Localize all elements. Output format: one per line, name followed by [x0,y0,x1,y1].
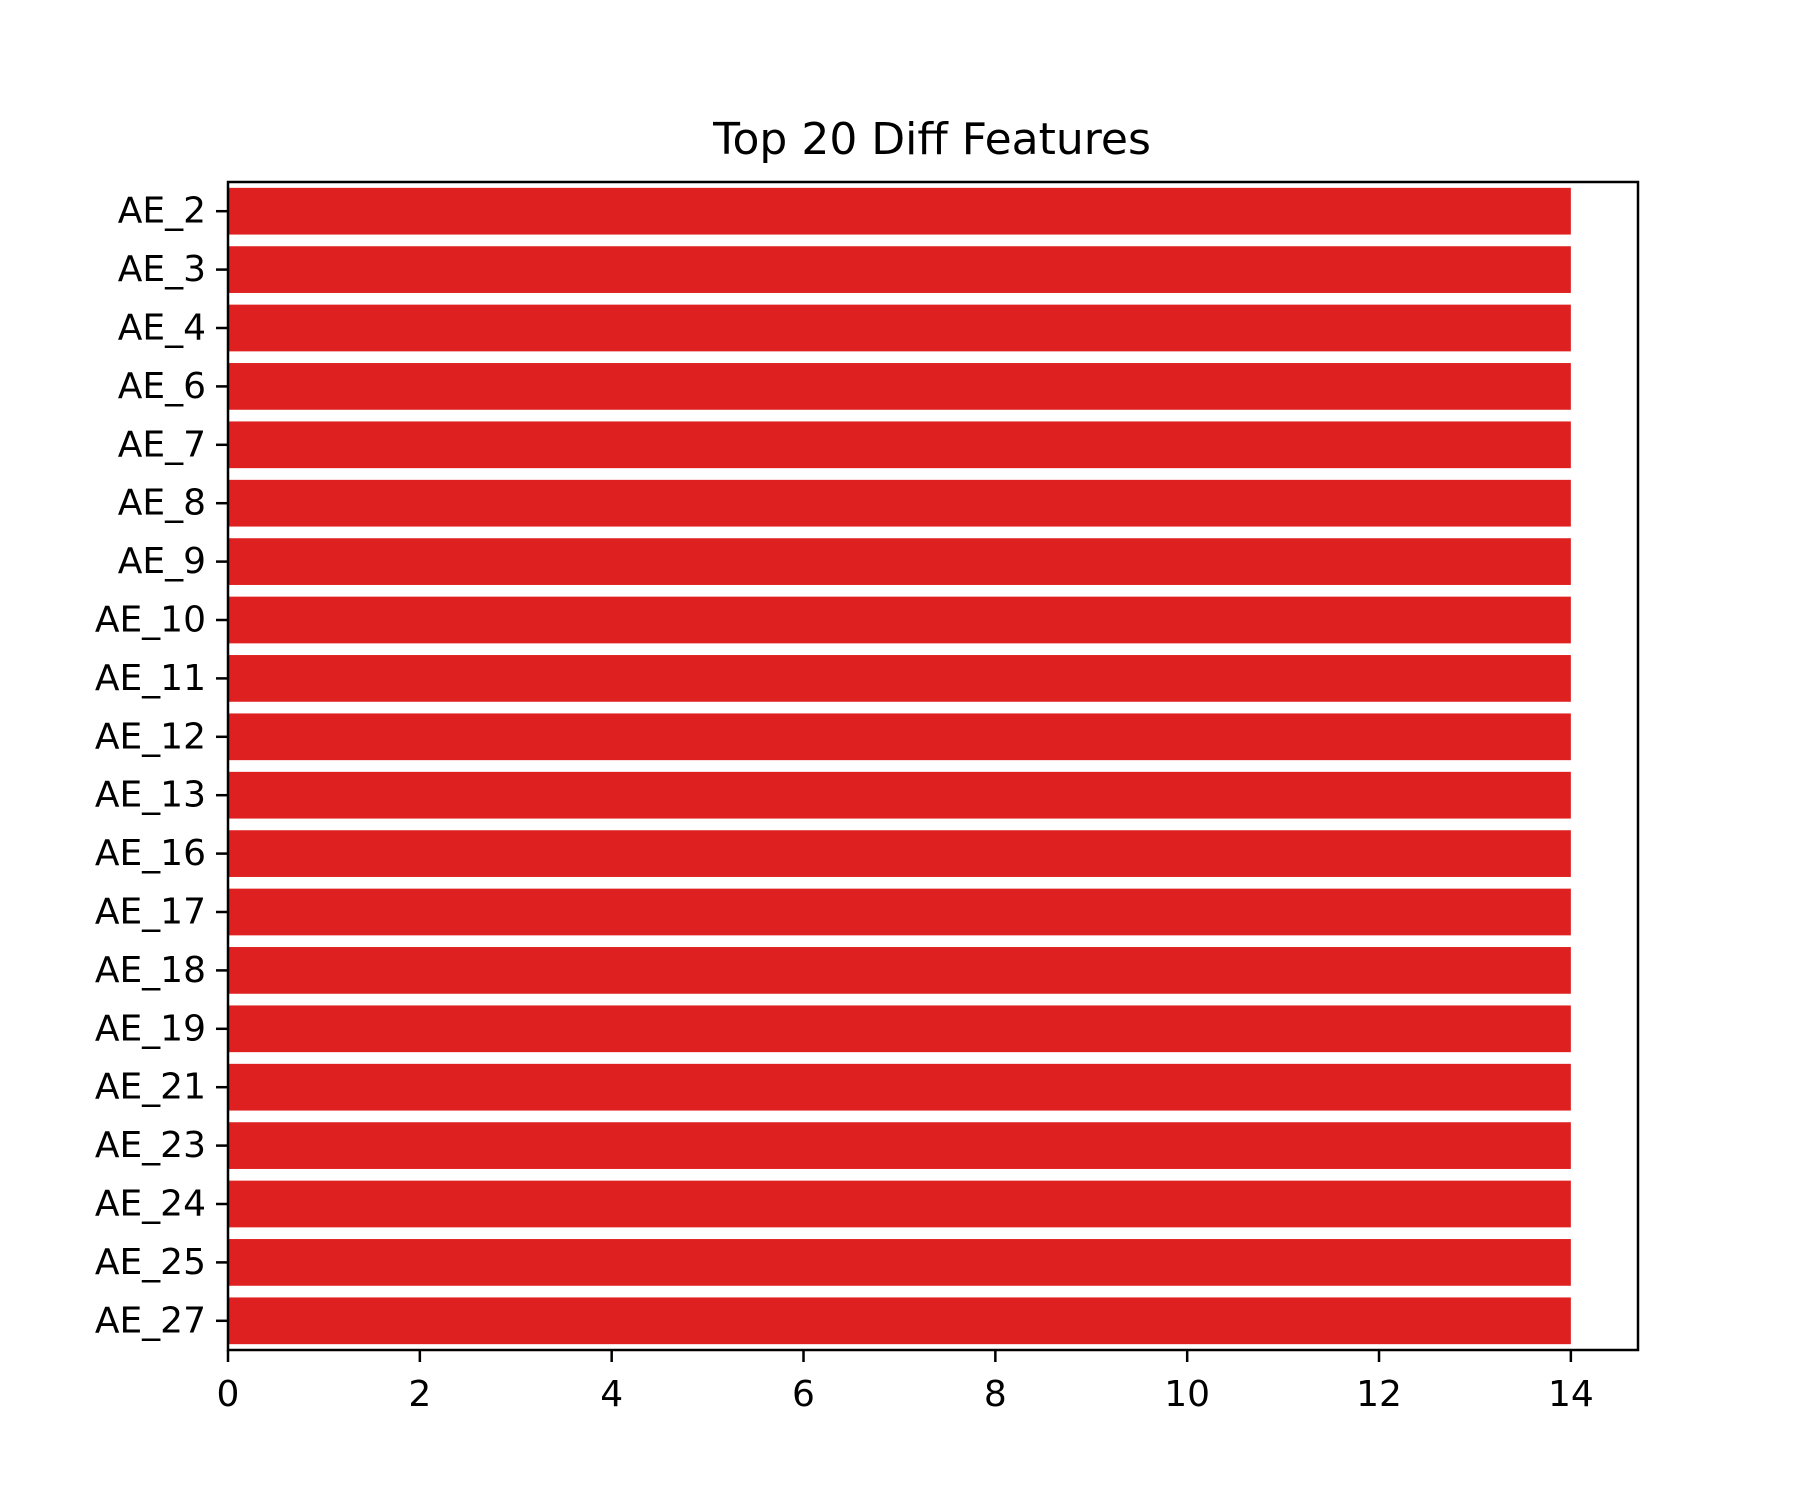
bars-layer [228,187,1571,1345]
bar-ae-8 [228,479,1571,527]
bar-ae-7 [228,421,1571,469]
bar-ae-12 [228,713,1571,761]
bar-ae-13 [228,771,1571,819]
y-tick-label: AE_23 [95,1125,206,1166]
y-tick-label: AE_9 [118,541,206,582]
y-tick-label: AE_8 [118,483,206,524]
x-tick-label: 6 [792,1374,815,1415]
y-tick-label: AE_19 [95,1008,206,1049]
bar-ae-16 [228,830,1571,877]
chart-title: Top 20 Diff Features [712,114,1151,165]
x-tick-label: 2 [408,1374,431,1415]
y-tick-label: AE_4 [118,308,206,349]
bar-ae-3 [228,246,1571,293]
bar-ae-24 [228,1180,1571,1228]
x-tick-label: 10 [1164,1374,1210,1415]
bar-ae-4 [228,304,1571,352]
bar-ae-25 [228,1239,1571,1286]
x-tick-label: 0 [217,1374,240,1415]
bar-ae-6 [228,363,1571,410]
y-tick-label: AE_18 [95,950,206,991]
bar-ae-2 [228,187,1571,235]
y-tick-label: AE_7 [118,424,206,465]
bar-ae-27 [228,1297,1571,1345]
bar-ae-23 [228,1122,1571,1169]
bar-ae-9 [228,538,1571,585]
plot-area-frame [226,180,1640,1352]
y-tick-label: AE_10 [95,600,206,641]
bar-ae-21 [228,1063,1571,1111]
y-tick-label: AE_6 [118,366,206,407]
x-tick-label: 12 [1356,1374,1402,1415]
y-tick-label: AE_21 [95,1067,206,1108]
y-tick-label: AE_16 [95,833,206,874]
x-tick-label: 8 [984,1374,1007,1415]
bar-ae-17 [228,888,1571,936]
x-axis: 0 2 4 6 8 10 12 14 [217,1350,1594,1415]
bar-ae-11 [228,655,1571,702]
y-tick-label: AE_12 [95,716,206,757]
y-tick-label: AE_17 [95,892,206,933]
x-tick-label: 4 [600,1374,623,1415]
y-tick-label: AE_13 [95,775,206,816]
y-tick-label: AE_3 [118,249,206,290]
y-axis: AE_2 AE_3 AE_4 AE_6 AE_7 AE_8 AE_9 AE_10 AE_11 AE… [95,191,228,1341]
y-tick-label: AE_27 [95,1300,206,1341]
y-tick-label: AE_11 [95,658,206,699]
bar-ae-19 [228,1005,1571,1053]
y-tick-label: AE_24 [95,1184,206,1225]
y-tick-label: AE_2 [118,191,206,232]
x-tick-label: 14 [1548,1374,1594,1415]
bar-ae-18 [228,947,1571,994]
y-tick-label: AE_25 [95,1242,206,1283]
bar-ae-10 [228,596,1571,644]
